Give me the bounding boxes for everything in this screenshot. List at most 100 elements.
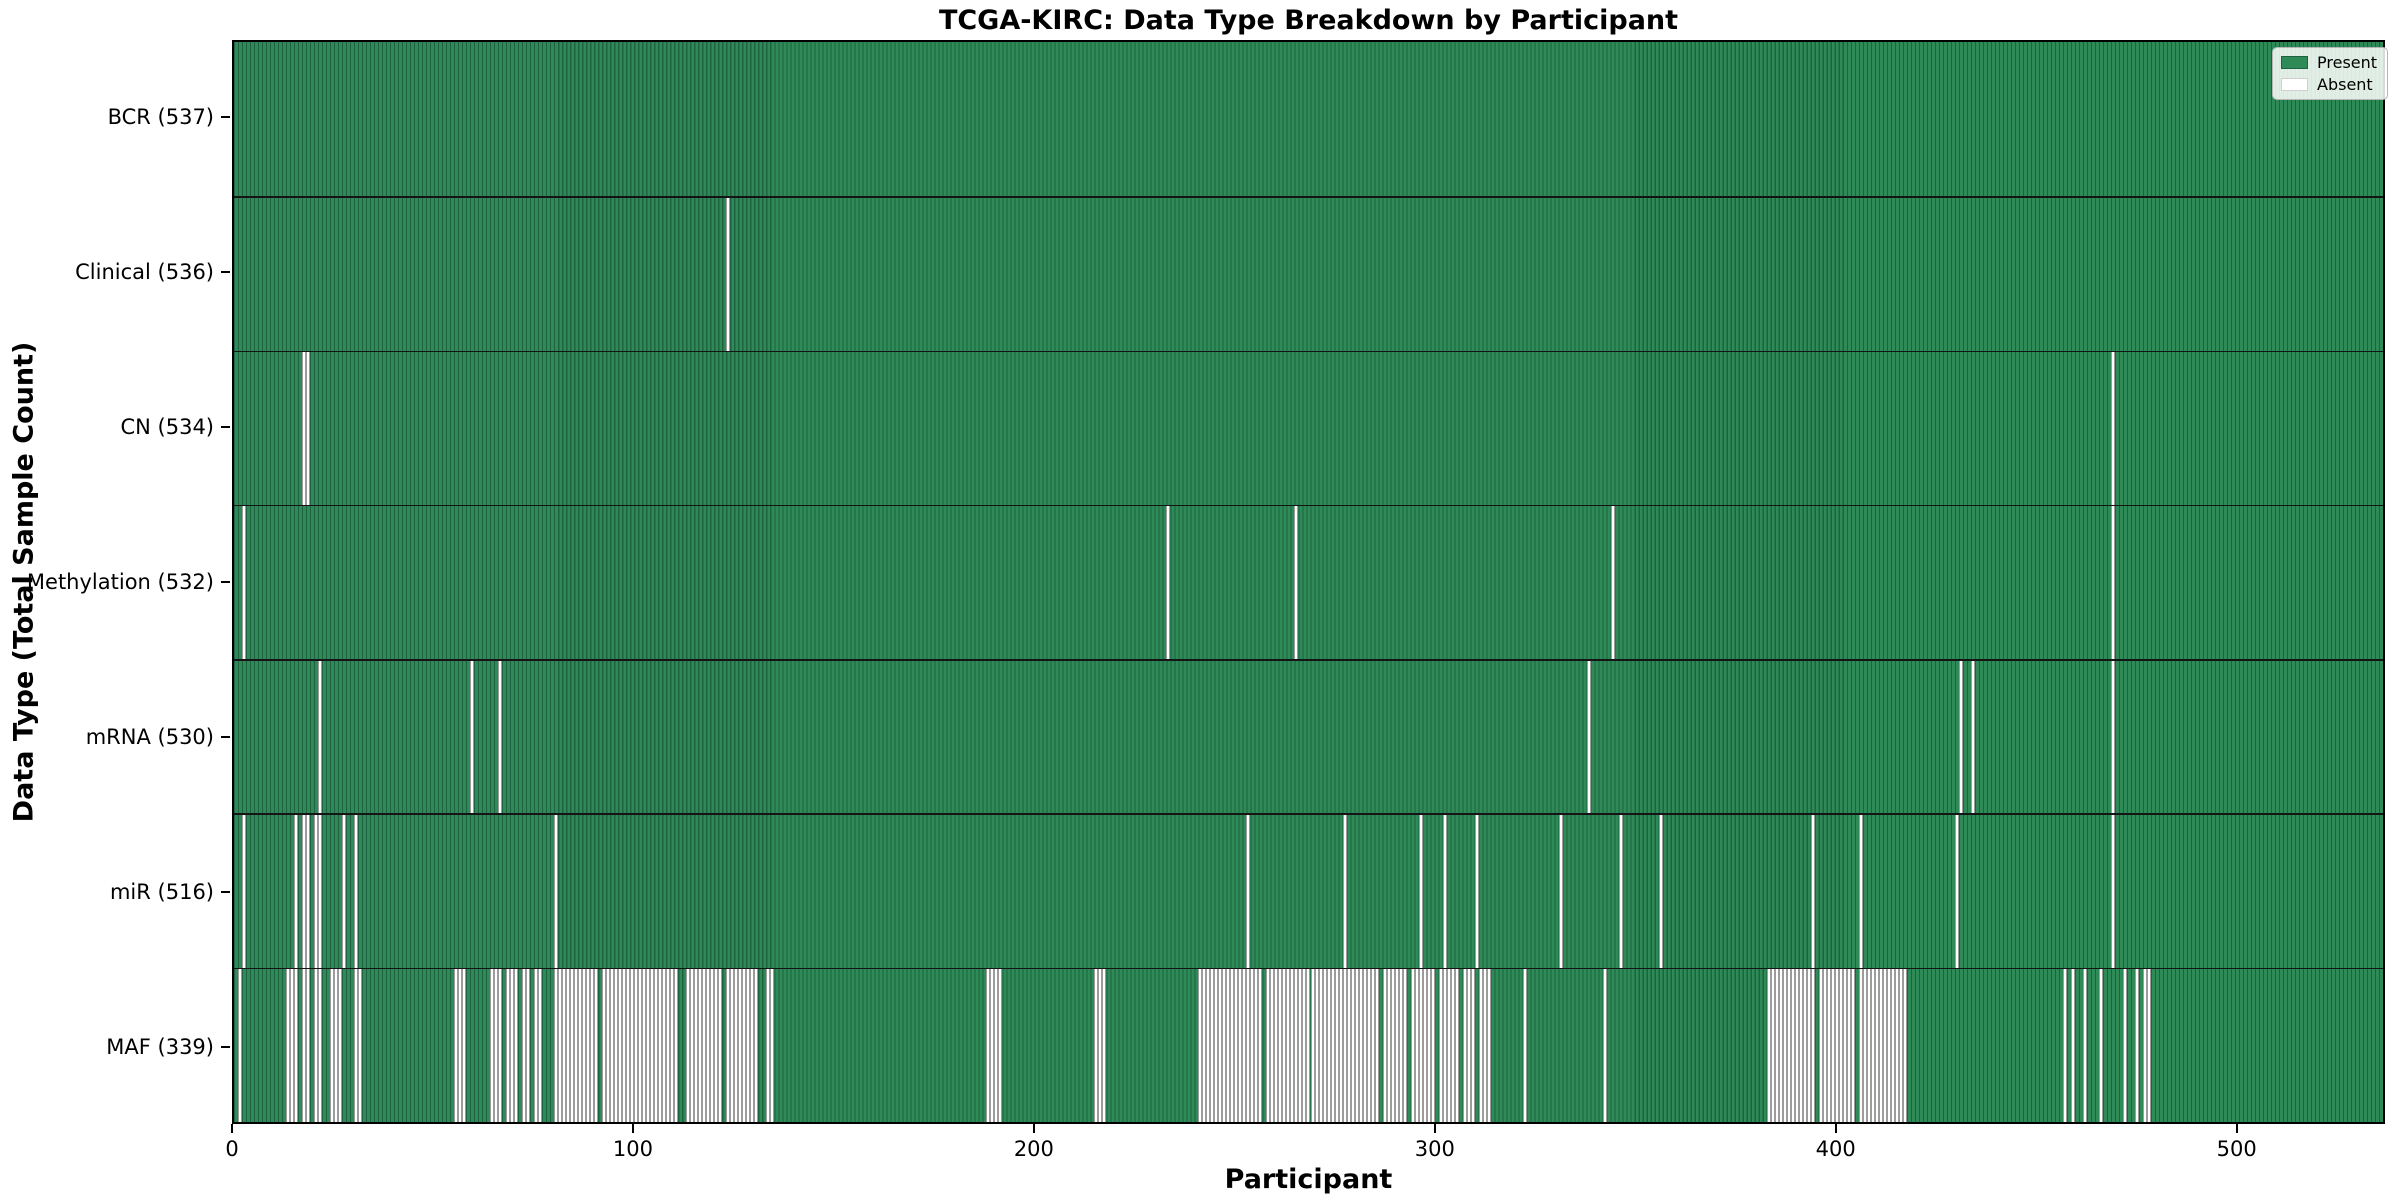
absent-bar bbox=[2110, 813, 2115, 968]
absent-bar bbox=[1330, 967, 1335, 1122]
absent-bar bbox=[726, 196, 731, 351]
absent-bar bbox=[294, 813, 299, 968]
x-tick-label: 300 bbox=[1414, 1137, 1455, 1161]
absent-bar bbox=[602, 967, 607, 1122]
x-tick-label: 100 bbox=[612, 1137, 653, 1161]
absent-bar bbox=[710, 967, 715, 1122]
row-mir bbox=[234, 813, 2383, 968]
y-tick-label: BCR (537) bbox=[107, 105, 214, 130]
y-tick-label: miR (516) bbox=[109, 879, 214, 904]
absent-bar bbox=[1346, 967, 1351, 1122]
absent-bar bbox=[1466, 967, 1471, 1122]
absent-bar bbox=[1822, 967, 1827, 1122]
absent-bar bbox=[690, 967, 695, 1122]
absent-bar bbox=[1658, 813, 1663, 968]
y-tick-label: Clinical (536) bbox=[75, 260, 214, 285]
absent-bar bbox=[2134, 967, 2139, 1122]
absent-bar bbox=[1858, 813, 1863, 968]
absent-bar bbox=[1366, 967, 1371, 1122]
x-tick-label: 400 bbox=[1815, 1137, 1856, 1161]
absent-bar bbox=[1890, 967, 1895, 1122]
absent-bar bbox=[746, 967, 751, 1122]
row-cn bbox=[234, 350, 2383, 505]
absent-bar bbox=[558, 967, 563, 1122]
absent-bar bbox=[662, 967, 667, 1122]
absent-bar bbox=[1222, 967, 1227, 1122]
row-divider bbox=[234, 196, 2383, 198]
absent-bar bbox=[1342, 967, 1347, 1122]
absent-bar bbox=[646, 967, 651, 1122]
absent-bar bbox=[1610, 504, 1615, 660]
absent-bar bbox=[638, 967, 643, 1122]
absent-bar bbox=[238, 967, 242, 1122]
absent-bar bbox=[994, 967, 999, 1122]
absent-bar bbox=[1294, 504, 1299, 660]
row-divider bbox=[234, 813, 2383, 815]
absent-bar bbox=[1294, 967, 1299, 1122]
absent-bar bbox=[1850, 967, 1855, 1122]
absent-bar bbox=[626, 967, 631, 1122]
absent-bar bbox=[1830, 967, 1835, 1122]
absent-bar bbox=[1874, 967, 1879, 1122]
y-tick-mark bbox=[221, 426, 230, 429]
absent-bar bbox=[1826, 967, 1831, 1122]
absent-bar bbox=[1818, 967, 1823, 1122]
absent-bar bbox=[514, 967, 519, 1122]
absent-bar bbox=[1206, 967, 1211, 1122]
absent-bar bbox=[1418, 813, 1423, 968]
absent-bar bbox=[1842, 967, 1847, 1122]
absent-bar bbox=[1266, 967, 1271, 1122]
absent-bar bbox=[2070, 967, 2075, 1122]
absent-bar bbox=[334, 967, 339, 1122]
absent-bar bbox=[526, 967, 531, 1122]
absent-bar bbox=[1422, 967, 1427, 1122]
absent-bar bbox=[454, 967, 459, 1122]
absent-bar bbox=[1246, 967, 1251, 1122]
absent-bar bbox=[1386, 967, 1391, 1122]
absent-bar bbox=[1438, 967, 1443, 1122]
absent-bar bbox=[1094, 967, 1099, 1122]
absent-bar bbox=[1486, 967, 1491, 1122]
x-tick-mark bbox=[631, 1124, 634, 1133]
absent-bar bbox=[742, 967, 747, 1122]
y-tick-label: Methylation (532) bbox=[26, 570, 214, 594]
x-tick-mark bbox=[1834, 1124, 1837, 1133]
absent-bar bbox=[1166, 504, 1171, 660]
absent-bar bbox=[1290, 967, 1295, 1122]
absent-bar bbox=[622, 967, 627, 1122]
absent-bar bbox=[754, 967, 759, 1122]
absent-bar bbox=[1298, 967, 1303, 1122]
absent-bar bbox=[330, 967, 335, 1122]
absent-bar bbox=[998, 967, 1003, 1122]
absent-bar bbox=[1278, 967, 1283, 1122]
absent-bar bbox=[766, 967, 771, 1122]
absent-bar bbox=[666, 967, 671, 1122]
absent-bar bbox=[1782, 967, 1787, 1122]
absent-bar bbox=[1394, 967, 1399, 1122]
absent-bar bbox=[2146, 967, 2151, 1122]
absent-bar bbox=[1226, 967, 1231, 1122]
absent-bar bbox=[1370, 967, 1375, 1122]
absent-bar bbox=[1210, 967, 1215, 1122]
row-bcr bbox=[234, 42, 2383, 197]
absent-bar bbox=[242, 813, 246, 968]
absent-bar bbox=[1354, 967, 1359, 1122]
absent-bar bbox=[554, 813, 559, 968]
absent-bar bbox=[1442, 967, 1447, 1122]
absent-bar bbox=[566, 967, 571, 1122]
y-tick-label: CN (534) bbox=[120, 415, 214, 440]
absent-bar bbox=[574, 967, 579, 1122]
absent-bar bbox=[534, 967, 539, 1122]
absent-bar bbox=[674, 967, 679, 1122]
y-axis: BCR (537) Clinical (536) CN (534) Methylati… bbox=[0, 40, 230, 1124]
absent-bar bbox=[1198, 967, 1203, 1122]
absent-bar bbox=[554, 967, 559, 1122]
absent-bar bbox=[1430, 967, 1435, 1122]
absent-bar bbox=[570, 967, 575, 1122]
absent-bar bbox=[654, 967, 659, 1122]
absent-bar bbox=[1898, 967, 1903, 1122]
absent-bar bbox=[1894, 967, 1899, 1122]
absent-bar bbox=[1902, 967, 1907, 1122]
absent-bar bbox=[1362, 967, 1367, 1122]
absent-bar bbox=[2122, 967, 2127, 1122]
